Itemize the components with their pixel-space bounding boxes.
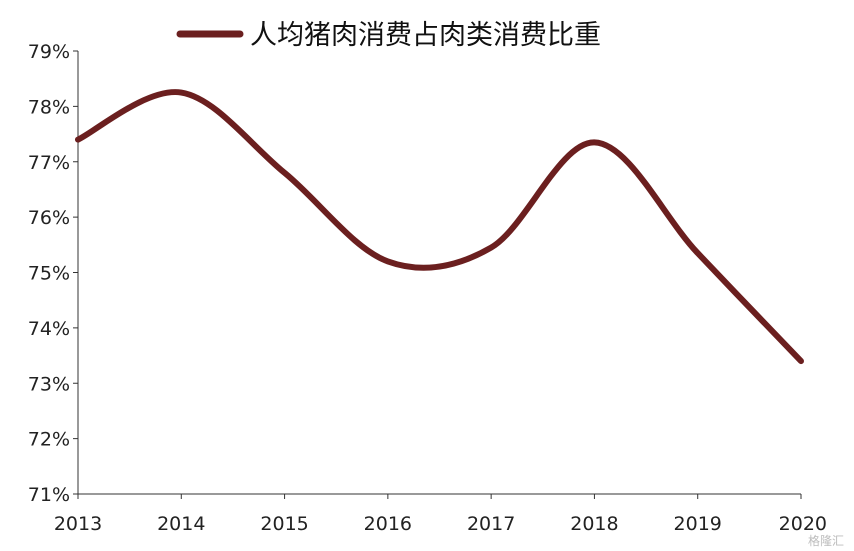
y-tick-label: 79% [28,41,70,63]
x-tick-label: 2014 [157,513,205,535]
legend: 人均猪肉消费占肉类消费比重 [176,20,601,51]
series-line [75,89,804,365]
x-tick-label: 2017 [467,513,515,535]
y-tick-group: 71% 72% 73% 74% 75% 76% 77% 78% 79% [28,41,78,506]
watermark-text: 格隆汇 [808,533,844,548]
y-tick-label: 74% [28,318,70,340]
y-tick-label: 73% [28,373,70,395]
y-tick-label: 72% [28,429,70,451]
x-tick-label: 2016 [364,513,412,535]
x-tick-label: 2013 [54,513,102,535]
x-tick-label: 2015 [260,513,308,535]
x-tick-group: 2013 2014 2015 2016 2017 2018 2019 2020 [54,494,827,535]
y-tick-label: 71% [28,484,70,506]
x-tick-label: 2020 [779,513,827,535]
y-tick-label: 76% [28,207,70,229]
y-tick-label: 75% [28,263,70,285]
x-tick-label: 2018 [570,513,618,535]
x-tick-label: 2019 [674,513,722,535]
legend-label: 人均猪肉消费占肉类消费比重 [250,20,601,51]
y-tick-label: 77% [28,152,70,174]
y-tick-label: 78% [28,96,70,118]
